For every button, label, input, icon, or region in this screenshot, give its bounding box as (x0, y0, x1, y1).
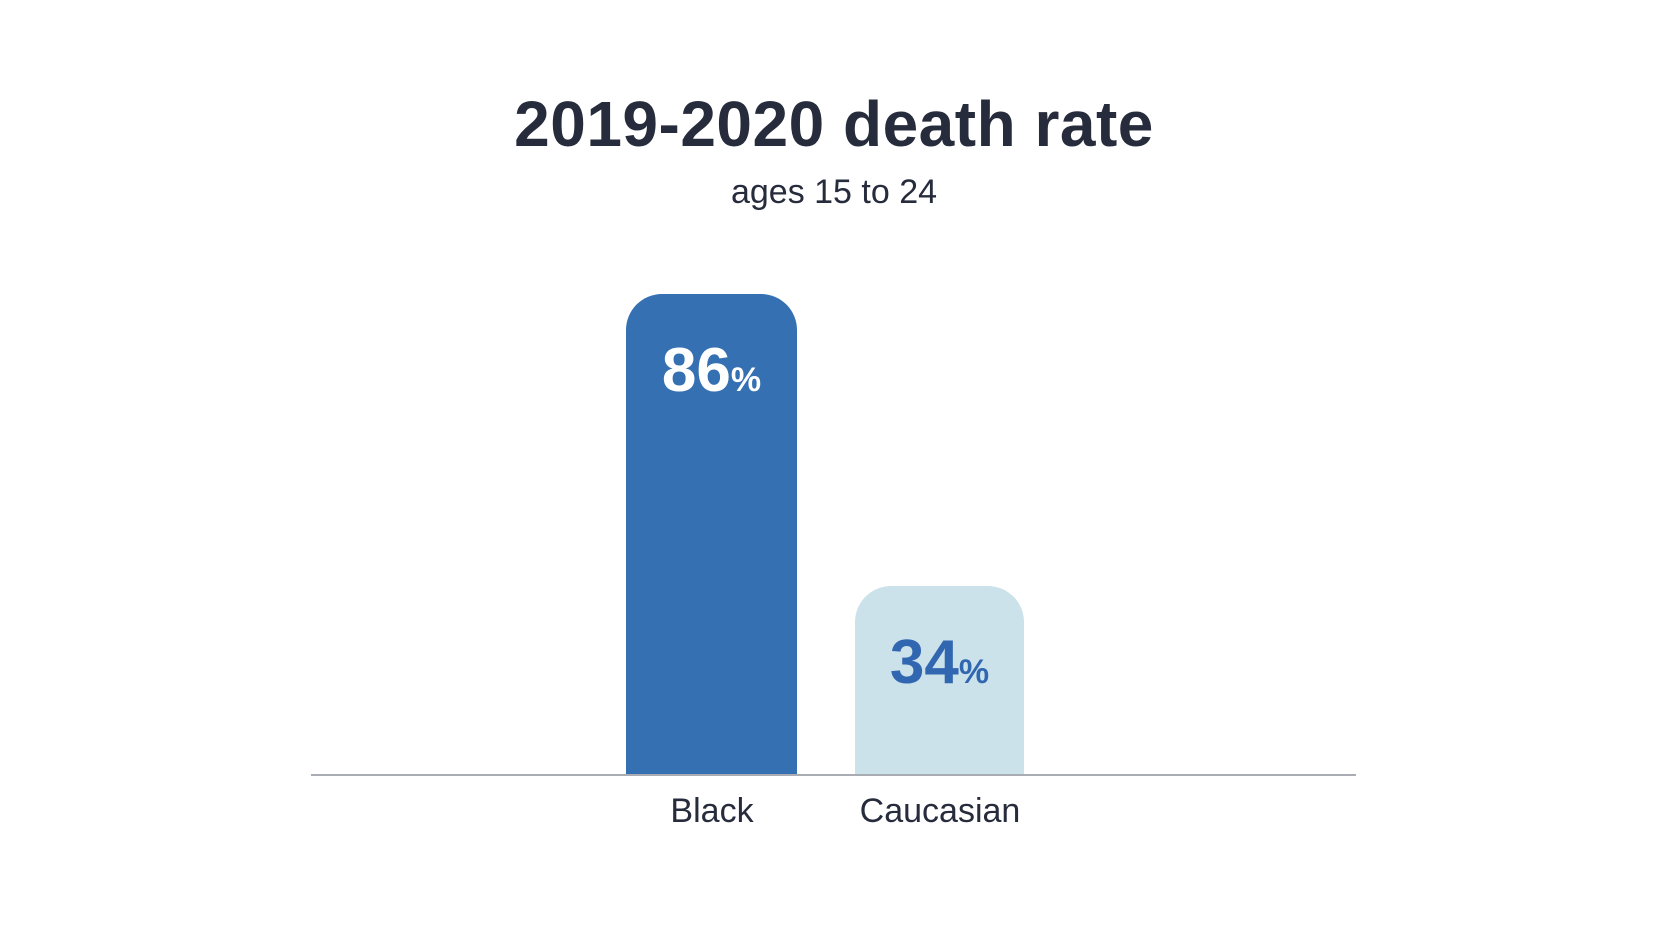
axis-baseline (311, 774, 1356, 776)
bar-caucasian: 34% (855, 586, 1024, 776)
category-label-caucasian: Caucasian (859, 792, 1021, 830)
chart-subtitle: ages 15 to 24 (730, 173, 938, 211)
bar-caucasian-value: 34 (889, 628, 959, 697)
percent-sign: % (958, 653, 990, 691)
percent-sign: % (730, 361, 762, 399)
bar-black-value: 86 (661, 336, 731, 405)
chart-title: 2019-2020 death rate (514, 88, 1154, 160)
bar-black-value-label: 86% (626, 294, 797, 403)
bar-caucasian-value-label: 34% (855, 586, 1024, 695)
category-label-black: Black (670, 792, 754, 830)
bar-black: 86% (626, 294, 797, 776)
